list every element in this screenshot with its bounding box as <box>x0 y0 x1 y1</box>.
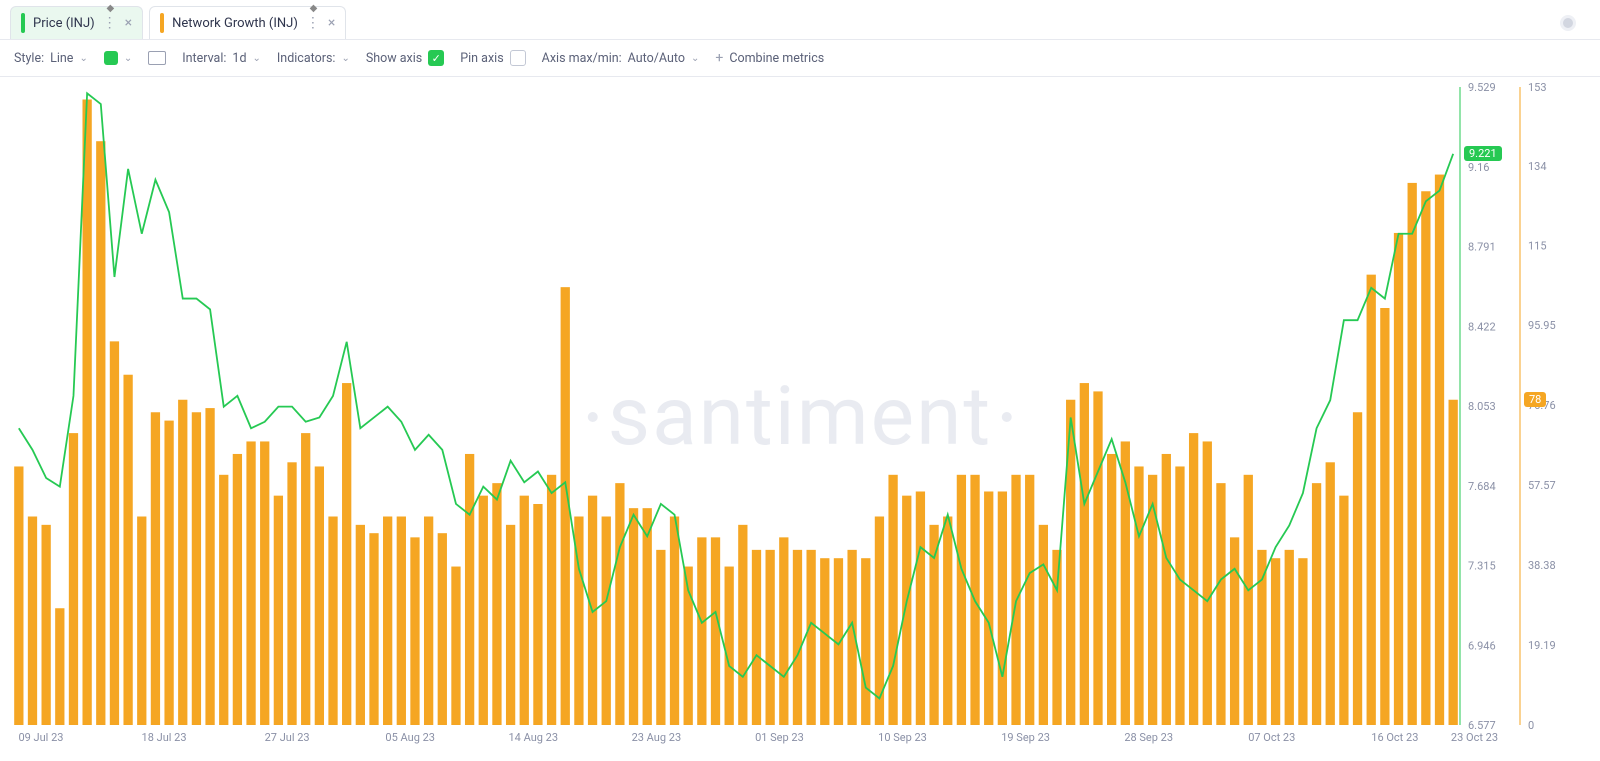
svg-text:8.053: 8.053 <box>1468 400 1496 413</box>
tab-network-growth[interactable]: Network Growth (INJ) ◆ ⋮ × <box>149 6 346 39</box>
style-label: Style: <box>14 51 44 66</box>
axis-minmax-value: Auto/Auto <box>628 51 685 66</box>
svg-text:19.19: 19.19 <box>1528 639 1556 652</box>
eth-icon: ◆ <box>106 3 114 14</box>
svg-text:115: 115 <box>1528 239 1547 252</box>
svg-text:134: 134 <box>1528 160 1547 173</box>
svg-text:0: 0 <box>1528 719 1534 732</box>
pin-axis-label: Pin axis <box>460 51 503 66</box>
style-selector[interactable]: Style: Line ⌄ <box>14 51 88 66</box>
tab-menu-icon[interactable]: ⋮ <box>103 15 117 31</box>
chevron-down-icon: ⌄ <box>124 53 132 64</box>
svg-text:9.16: 9.16 <box>1468 161 1489 174</box>
svg-text:05 Aug 23: 05 Aug 23 <box>385 731 435 744</box>
tab-price[interactable]: Price (INJ) ◆ ⋮ × <box>10 6 143 39</box>
chart-svg: 9.5299.168.7918.4228.0537.6847.3156.9466… <box>0 77 1600 757</box>
color-swatch <box>104 51 118 65</box>
color-swatch-button[interactable]: ⌄ <box>104 51 132 65</box>
svg-text:16 Oct 23: 16 Oct 23 <box>1371 731 1418 744</box>
svg-text:01 Sep 23: 01 Sep 23 <box>755 731 804 744</box>
checkbox-on-icon: ✓ <box>428 50 444 66</box>
show-axis-label: Show axis <box>366 51 422 66</box>
svg-text:28 Sep 23: 28 Sep 23 <box>1124 731 1173 744</box>
chart-area[interactable]: santiment 9.5299.168.7918.4228.0537.6847… <box>0 77 1600 757</box>
chevron-down-icon: ⌄ <box>341 53 349 64</box>
chevron-down-icon: ⌄ <box>79 53 87 64</box>
close-icon[interactable]: × <box>328 15 335 31</box>
axis-minmax-label: Axis max/min: <box>542 51 622 66</box>
combine-metrics-button[interactable]: + Combine metrics <box>715 50 824 66</box>
svg-text:23 Oct 23: 23 Oct 23 <box>1451 731 1498 744</box>
svg-text:6.946: 6.946 <box>1468 639 1496 652</box>
linechart-icon <box>148 51 166 65</box>
svg-text:07 Oct 23: 07 Oct 23 <box>1248 731 1295 744</box>
combine-label: Combine metrics <box>729 51 824 66</box>
svg-text:09 Jul 23: 09 Jul 23 <box>18 731 63 744</box>
checkbox-off-icon <box>510 50 526 66</box>
svg-text:57.57: 57.57 <box>1528 479 1556 492</box>
svg-text:18 Jul 23: 18 Jul 23 <box>142 731 187 744</box>
close-icon[interactable]: × <box>125 15 132 31</box>
svg-text:7.684: 7.684 <box>1468 480 1496 493</box>
metric-tabs: Price (INJ) ◆ ⋮ × Network Growth (INJ) ◆… <box>0 0 1600 39</box>
tab-menu-icon[interactable]: ⋮ <box>306 15 320 31</box>
chart-type-button[interactable] <box>148 51 166 65</box>
svg-text:7.315: 7.315 <box>1468 560 1496 573</box>
svg-text:19 Sep 23: 19 Sep 23 <box>1001 731 1050 744</box>
interval-label: Interval: <box>182 51 226 66</box>
growth-current-badge: 78 <box>1524 392 1546 407</box>
status-indicator[interactable] <box>1560 15 1576 31</box>
svg-text:10 Sep 23: 10 Sep 23 <box>878 731 927 744</box>
interval-selector[interactable]: Interval: 1d ⌄ <box>182 51 261 66</box>
svg-text:153: 153 <box>1528 81 1547 94</box>
show-axis-toggle[interactable]: Show axis ✓ <box>366 50 444 66</box>
tab-label: Price (INJ) <box>33 16 95 31</box>
indicators-label: Indicators: <box>277 51 336 66</box>
indicators-selector[interactable]: Indicators: ⌄ <box>277 51 350 66</box>
svg-text:23 Aug 23: 23 Aug 23 <box>632 731 682 744</box>
chevron-down-icon: ⌄ <box>253 53 261 64</box>
tab-accent <box>160 13 164 33</box>
pin-axis-toggle[interactable]: Pin axis <box>460 50 525 66</box>
tab-accent <box>21 13 25 33</box>
svg-text:8.422: 8.422 <box>1468 320 1496 333</box>
chevron-down-icon: ⌄ <box>691 53 699 64</box>
svg-text:27 Jul 23: 27 Jul 23 <box>265 731 310 744</box>
svg-text:95.95: 95.95 <box>1528 319 1556 332</box>
chart-toolbar: Style: Line ⌄ ⌄ Interval: 1d ⌄ Indicator… <box>0 39 1600 77</box>
interval-value: 1d <box>232 51 246 66</box>
price-current-badge: 9.221 <box>1464 146 1502 161</box>
style-value: Line <box>50 51 73 66</box>
axis-minmax-selector[interactable]: Axis max/min: Auto/Auto ⌄ <box>542 51 700 66</box>
svg-text:8.791: 8.791 <box>1468 241 1496 254</box>
svg-text:9.529: 9.529 <box>1468 81 1496 94</box>
tab-label: Network Growth (INJ) <box>172 16 298 31</box>
svg-text:14 Aug 23: 14 Aug 23 <box>509 731 559 744</box>
eth-icon: ◆ <box>310 3 318 14</box>
svg-text:38.38: 38.38 <box>1528 559 1556 572</box>
plus-icon: + <box>715 50 723 66</box>
